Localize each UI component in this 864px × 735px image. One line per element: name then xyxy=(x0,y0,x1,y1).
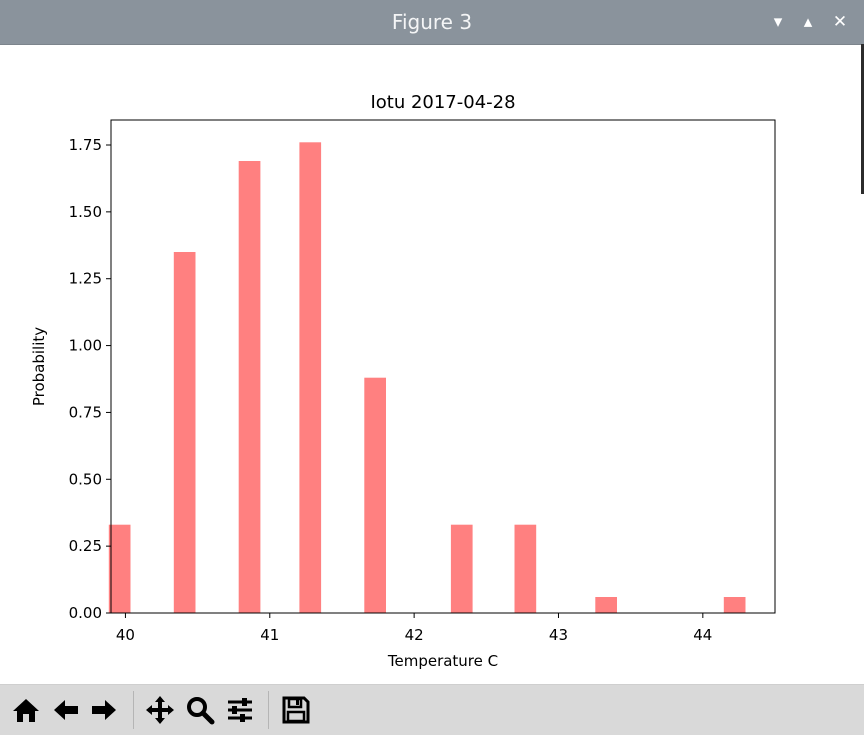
close-icon: ✕ xyxy=(832,12,848,32)
histogram-chart: 40 41 42 43 44 0.00 0.25 0.50 0.75 1.00 1.25 1.50 1… xyxy=(30,92,776,670)
y-tick-label: 1.25 xyxy=(69,270,102,288)
title-bar[interactable]: Figure 3 ▾ ▴ ✕ xyxy=(0,0,864,45)
y-tick-label: 0.75 xyxy=(69,403,102,421)
y-axis-label: Probability xyxy=(30,327,48,406)
forward-button[interactable] xyxy=(88,694,120,726)
plot-area[interactable]: 40 41 42 43 44 0.00 0.25 0.50 0.75 1.00 1.25 1.50 1… xyxy=(0,44,864,684)
histogram-bar xyxy=(595,597,617,613)
minimize-button[interactable]: ▾ xyxy=(767,11,789,33)
bars-group xyxy=(108,142,746,614)
pan-icon xyxy=(146,696,174,724)
histogram-bar xyxy=(364,377,386,613)
close-button[interactable]: ✕ xyxy=(829,11,851,33)
y-tick-label: 0.50 xyxy=(69,470,102,488)
y-tick-label: 1.50 xyxy=(69,203,102,221)
window-title: Figure 3 xyxy=(391,10,473,34)
maximize-button[interactable]: ▴ xyxy=(797,11,819,33)
x-tick-label: 44 xyxy=(693,626,712,644)
x-tick-label: 40 xyxy=(116,626,135,644)
zoom-icon xyxy=(187,697,215,725)
zoom-button[interactable] xyxy=(184,694,216,726)
navigation-toolbar xyxy=(0,684,864,735)
y-tick-label: 1.00 xyxy=(69,337,102,355)
configure-subplots-icon xyxy=(228,698,252,722)
save-button[interactable] xyxy=(280,694,312,726)
x-tick-label: 43 xyxy=(549,626,568,644)
x-tick-label: 41 xyxy=(260,626,279,644)
toolbar-separator xyxy=(268,691,269,729)
configure-subplots-button[interactable] xyxy=(224,694,256,726)
histogram-bar xyxy=(450,524,473,613)
toolbar-separator xyxy=(133,691,134,729)
x-tick-label: 42 xyxy=(405,626,424,644)
back-arrow-icon xyxy=(54,700,78,720)
pan-button[interactable] xyxy=(144,694,176,726)
chart-title: Iotu 2017-04-28 xyxy=(370,92,515,113)
maximize-icon: ▴ xyxy=(803,12,813,32)
back-button[interactable] xyxy=(50,694,82,726)
x-ticks: 40 41 42 43 44 xyxy=(116,613,712,644)
minimize-icon: ▾ xyxy=(773,12,783,32)
home-icon xyxy=(13,699,39,722)
window-edge xyxy=(861,44,864,194)
histogram-bar xyxy=(299,142,322,614)
home-button[interactable] xyxy=(10,694,42,726)
axes-frame xyxy=(110,119,776,614)
save-icon xyxy=(282,696,310,724)
forward-arrow-icon xyxy=(92,700,116,720)
histogram-bar xyxy=(723,597,746,613)
histogram-bar xyxy=(108,524,131,613)
histogram-bar xyxy=(173,252,196,613)
y-tick-label: 0.00 xyxy=(69,604,102,622)
y-tick-label: 1.75 xyxy=(69,136,102,154)
y-ticks: 0.00 0.25 0.50 0.75 1.00 1.25 1.50 1.75 xyxy=(69,136,111,622)
x-axis-label: Temperature C xyxy=(387,652,498,670)
histogram-bar xyxy=(238,161,261,613)
histogram-bar xyxy=(514,524,537,613)
y-tick-label: 0.25 xyxy=(69,537,102,555)
